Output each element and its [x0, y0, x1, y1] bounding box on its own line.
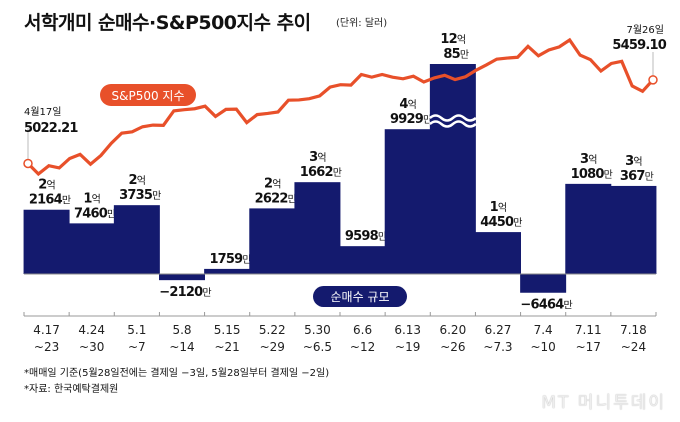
bar-1 [68, 223, 115, 274]
x-tick-label-top: 6.13 [394, 323, 421, 337]
bar-label-eok-1: 1억 [83, 191, 100, 206]
bar-label-eok-12: 3억 [580, 152, 597, 167]
bar-10 [475, 232, 521, 274]
start-point-marker [23, 158, 33, 169]
x-tick-label-top: 7.18 [620, 323, 647, 337]
bar-label-1: 7460만 [74, 206, 116, 221]
start-date-label: 4월17일 [24, 106, 62, 118]
start-value-label: 5022.21 [24, 121, 78, 136]
x-tick-label-bottom: ~6.5 [303, 340, 332, 354]
x-tick-label-bottom: ~7.3 [483, 340, 512, 354]
bar-4 [204, 268, 251, 274]
x-tick-label-bottom: ~12 [350, 340, 375, 354]
bar-label-3: −2120만 [159, 285, 211, 300]
bar-13 [610, 185, 657, 274]
x-tick-label-top: 5.1 [127, 323, 146, 337]
x-tick-label-top: 6.6 [353, 323, 372, 337]
bar-label-12: 1080만 [571, 167, 613, 182]
x-tick-label-bottom: ~26 [440, 340, 465, 354]
x-tick-label-top: 7.4 [534, 323, 553, 337]
x-tick-label-top: 5.15 [214, 323, 241, 337]
x-tick-label-bottom: ~14 [169, 340, 194, 354]
bar-label-eok-9: 12억 [440, 32, 465, 47]
axis-break-icon [429, 114, 477, 128]
legend-bar-label: 순매수 규모 [330, 290, 389, 304]
bar-7 [339, 246, 386, 274]
break-wave [429, 114, 477, 122]
x-tick-label-bottom: ~17 [576, 340, 601, 354]
break-wave [429, 120, 477, 128]
bar-label-eok-10: 1억 [490, 200, 507, 215]
x-tick-label-bottom: ~21 [214, 340, 239, 354]
bar-label-10: 4450만 [480, 215, 522, 230]
chart-title: 서학개미 순매수·S&P500지수 추이 [24, 12, 311, 34]
bar-label-2: 3735만 [119, 188, 161, 203]
legend-line-label: S&P500 지수 [111, 89, 184, 103]
bar-label-9: 85만 [443, 47, 469, 62]
sp500-line [26, 37, 655, 177]
bar-3 [159, 274, 205, 281]
bar-label-4: 1759만 [209, 252, 251, 267]
end-point-marker [648, 75, 658, 85]
watermark-logo: MT 머니투데이 [541, 393, 666, 413]
x-tick-label-bottom: ~10 [530, 340, 555, 354]
bar-label-eok-13: 3억 [625, 154, 642, 169]
x-tick-label-top: 5.8 [172, 323, 191, 337]
x-tick-label-top: 4.24 [78, 323, 105, 337]
bar-5 [249, 208, 296, 274]
bar-2 [113, 205, 160, 274]
bar-label-eok-0: 2억 [38, 178, 55, 193]
bar-0 [23, 209, 70, 274]
bar-label-eok-6: 3억 [309, 150, 326, 165]
bar-label-8: 9929만 [390, 112, 432, 127]
x-axis: 4.17 ~23 4.24 ~30 5.1 ~7 5.8 ~14 5.15 ~21 5.22 ~29 5… [23, 312, 657, 354]
line-group: 4월17일 5022.21 7월26일 5459.10 [23, 24, 668, 177]
x-tick-label-top: 6.20 [439, 323, 466, 337]
legend-line-badge [100, 84, 196, 106]
x-tick-label-bottom: ~7 [128, 340, 146, 354]
bar-label-5: 2622만 [255, 191, 297, 206]
footnote-source: *자료: 한국예탁결제원 [24, 384, 119, 395]
x-tick-label-bottom: ~30 [79, 340, 104, 354]
x-tick-label-bottom: ~19 [395, 340, 420, 354]
bar-9 [429, 64, 476, 274]
bar-label-7: 9598만 [345, 229, 387, 244]
bar-6 [294, 182, 341, 274]
bar-11 [520, 274, 567, 293]
x-tick-label-bottom: ~23 [34, 340, 59, 354]
x-tick-label-top: 7.11 [575, 323, 602, 337]
end-date-label: 7월26일 [627, 24, 665, 36]
legend-bar-badge [313, 286, 407, 307]
bar-label-0: 2164만 [29, 193, 71, 208]
bar-8 [384, 129, 431, 274]
bar-12 [565, 183, 612, 274]
x-tick-label-top: 6.27 [485, 323, 512, 337]
bar-label-eok-8: 4억 [399, 97, 416, 112]
unit-note: (단위: 달러) [336, 18, 388, 29]
x-tick-label-top: 5.22 [259, 323, 286, 337]
bar-label-eok-5: 2억 [264, 176, 281, 191]
x-tick-label-top: 5.30 [304, 323, 331, 337]
x-tick-label-bottom: ~29 [260, 340, 285, 354]
x-tick-label-bottom: ~24 [621, 340, 646, 354]
bar-label-13: 367만 [620, 169, 654, 184]
footnote-settlement: *매매일 기준(5월28일전에는 결제일 −3일, 5월28일부터 결제일 −2… [24, 368, 330, 379]
end-value-label: 5459.10 [612, 38, 666, 53]
bar-label-eok-2: 2억 [129, 173, 146, 188]
x-tick-label-top: 4.17 [33, 323, 60, 337]
bar-label-6: 1662만 [300, 165, 342, 180]
bar-label-11: −6464만 [520, 298, 572, 313]
